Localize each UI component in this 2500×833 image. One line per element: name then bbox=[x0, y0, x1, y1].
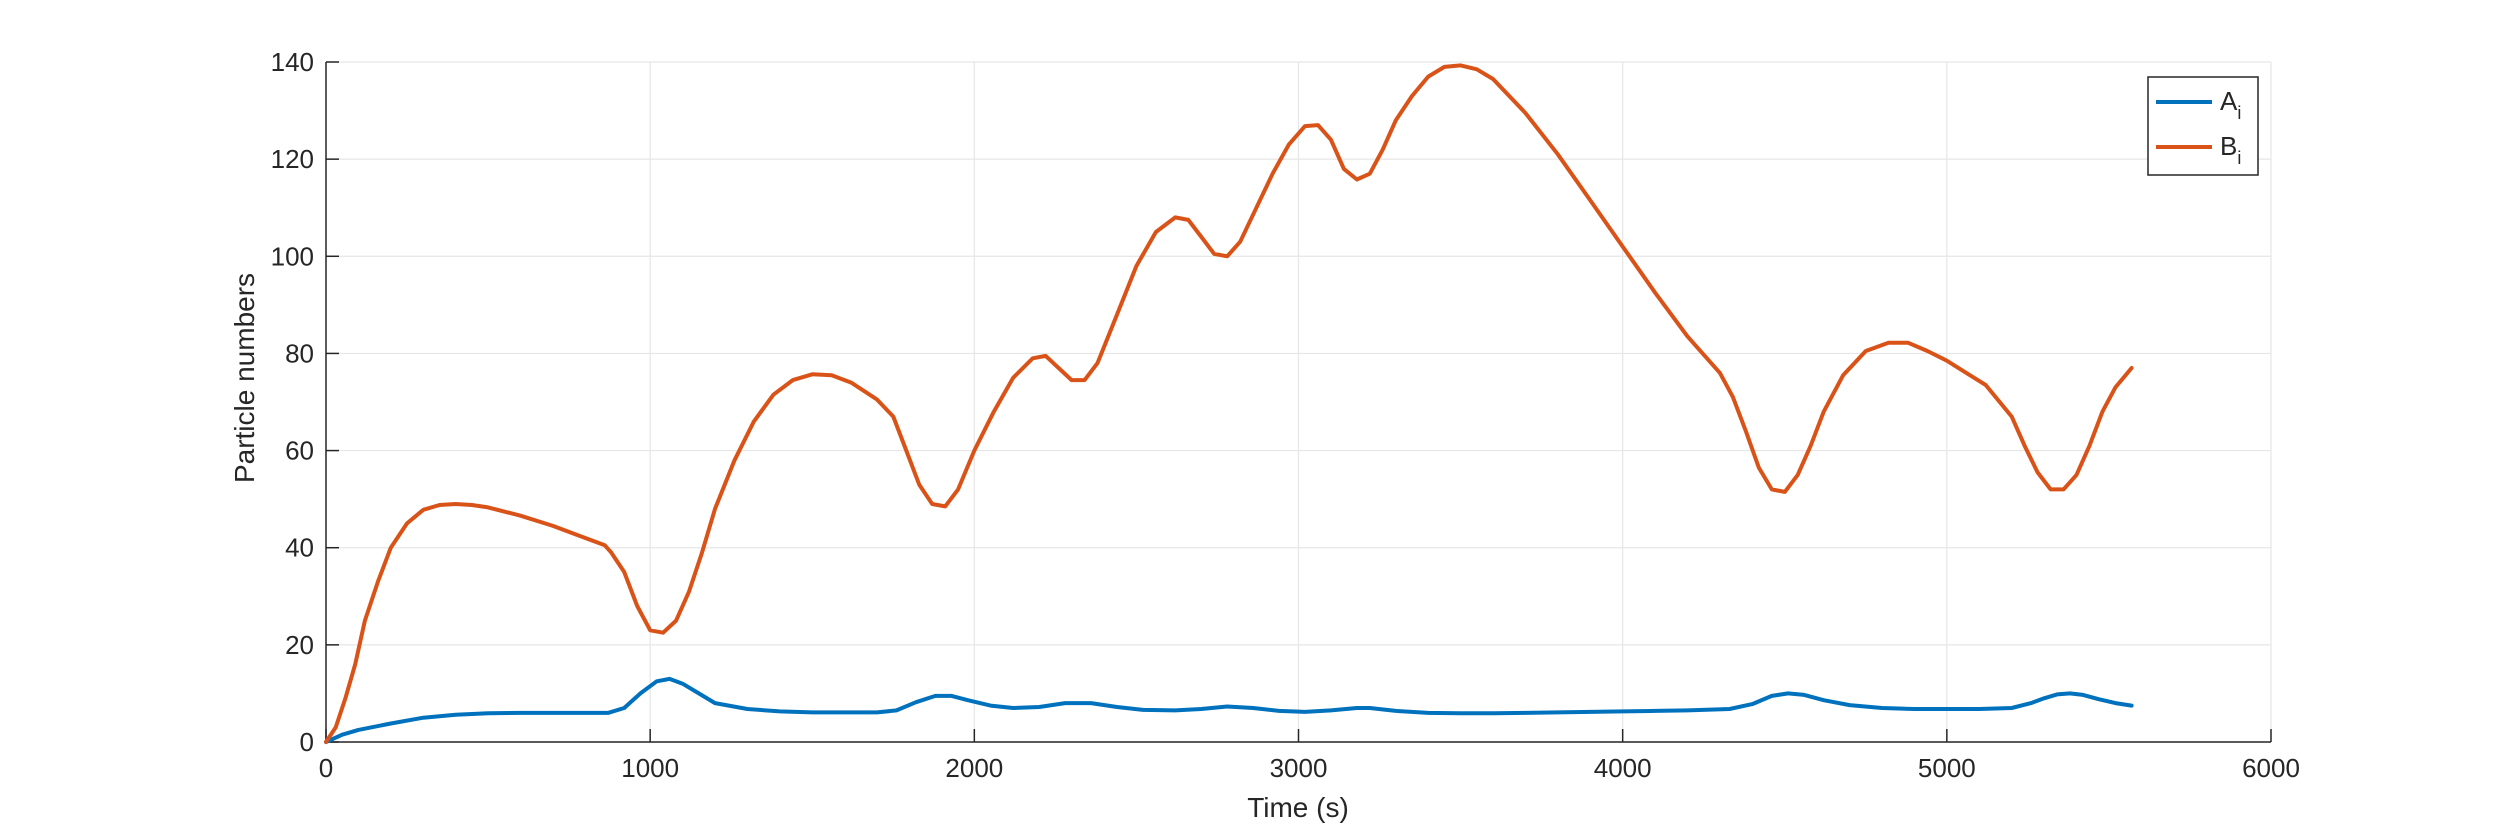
y-tick-label: 20 bbox=[285, 630, 314, 660]
x-axis-label: Time (s) bbox=[1247, 792, 1349, 823]
legend-label-a: Ai bbox=[2220, 86, 2241, 123]
tick-marks bbox=[325, 61, 2272, 743]
series-layer bbox=[324, 63, 2134, 744]
legend-label-b: Bi bbox=[2220, 131, 2241, 168]
x-tick-labels: 0 1000 2000 3000 4000 5000 6000 bbox=[319, 753, 2300, 783]
y-tick-label: 140 bbox=[271, 47, 314, 77]
legend: Ai Bi bbox=[2147, 76, 2259, 176]
series-line-a bbox=[324, 676, 2134, 744]
y-tick-label: 80 bbox=[285, 338, 314, 368]
legend-box bbox=[2147, 76, 2259, 176]
x-tick-label: 1000 bbox=[621, 753, 679, 783]
y-tick-label: 60 bbox=[285, 436, 314, 466]
x-tick-label: 3000 bbox=[1270, 753, 1328, 783]
y-tick-label: 0 bbox=[300, 727, 314, 757]
x-tick-label: 6000 bbox=[2242, 753, 2300, 783]
y-tick-labels: 0 20 40 60 80 100 120 140 bbox=[271, 47, 314, 757]
y-tick-label: 120 bbox=[271, 144, 314, 174]
grid-lines bbox=[325, 61, 2272, 743]
series-line-b bbox=[324, 63, 2134, 744]
x-tick-label: 2000 bbox=[945, 753, 1003, 783]
y-tick-label: 40 bbox=[285, 533, 314, 563]
y-axis-label: Particle numbers bbox=[229, 273, 260, 483]
x-tick-label: 5000 bbox=[1918, 753, 1976, 783]
x-tick-label: 0 bbox=[319, 753, 333, 783]
y-tick-label: 100 bbox=[271, 241, 314, 271]
x-tick-label: 4000 bbox=[1594, 753, 1652, 783]
